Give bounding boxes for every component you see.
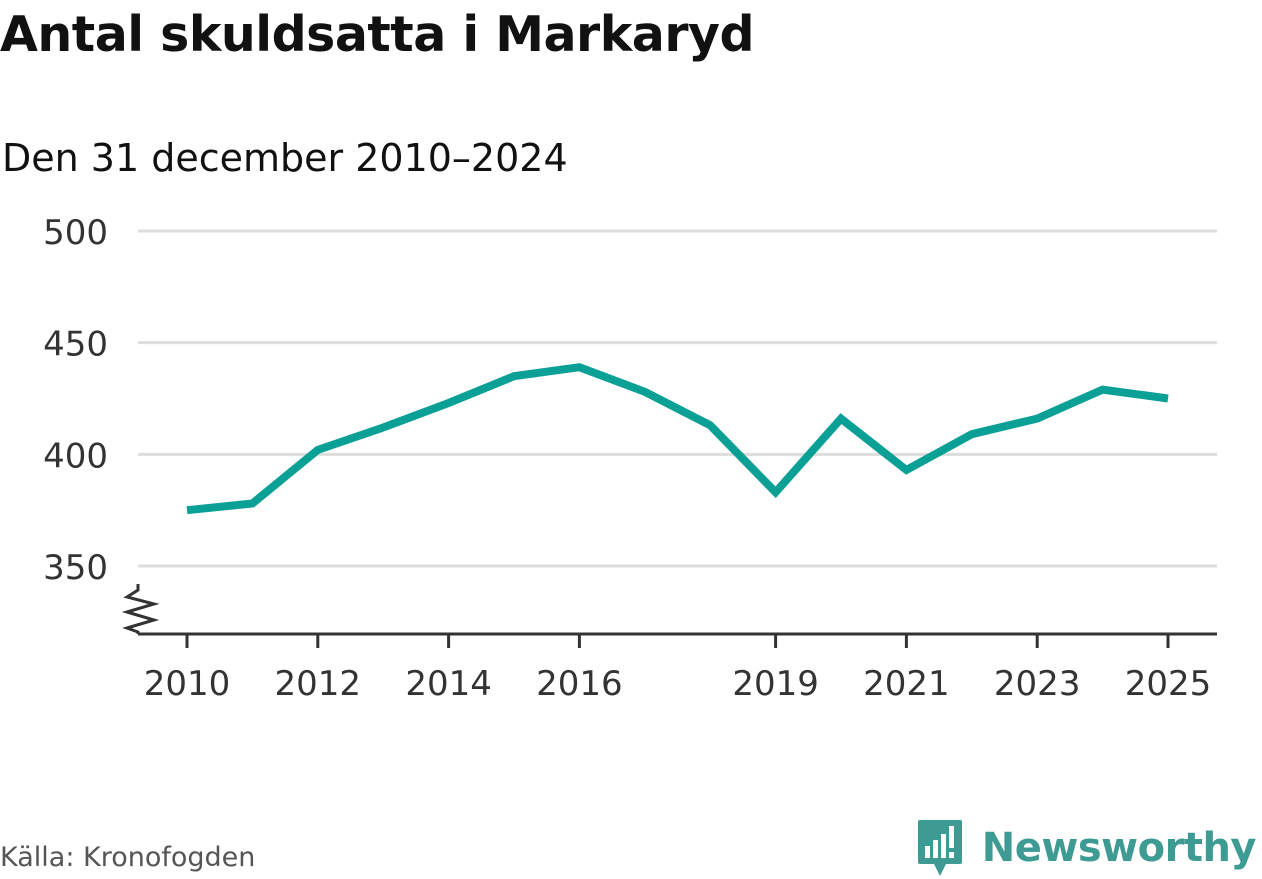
data-point-2012 xyxy=(314,446,322,454)
y-tick-label-400: 400 xyxy=(43,436,108,476)
x-tick-label-2012: 2012 xyxy=(275,664,362,704)
y-tick-label-450: 450 xyxy=(43,325,108,365)
y-tick-label-350: 350 xyxy=(43,548,108,588)
brand-name: Newsworthy xyxy=(981,825,1257,871)
x-tick-label-2021: 2021 xyxy=(863,664,950,704)
data-point-2010 xyxy=(183,506,191,514)
y-axis-tick-labels: 350 400 450 500 xyxy=(43,213,108,588)
data-point-2011 xyxy=(248,499,256,507)
x-tick-label-2019: 2019 xyxy=(732,664,819,704)
x-axis xyxy=(121,584,1217,636)
x-tick-label-2016: 2016 xyxy=(536,664,623,704)
data-point-2021 xyxy=(902,466,910,474)
chart-subtitle: Den 31 december 2010–2024 xyxy=(2,136,568,180)
data-point-2024 xyxy=(1099,386,1107,394)
x-tick-label-2014: 2014 xyxy=(405,664,492,704)
data-point-2014 xyxy=(445,399,453,407)
data-point-2020 xyxy=(837,415,845,423)
data-point-2022 xyxy=(968,430,976,438)
data-point-2025 xyxy=(1164,395,1172,403)
x-tick-label-2023: 2023 xyxy=(994,664,1081,704)
data-point-2016 xyxy=(575,363,583,371)
data-point-2017 xyxy=(641,388,649,396)
x-axis-tick-labels: 2010 2012 2014 2016 2019 2021 2023 2025 xyxy=(144,634,1212,704)
series xyxy=(183,363,1172,515)
series-line-0 xyxy=(186,363,1169,515)
data-point-2023 xyxy=(1033,415,1041,423)
data-point-2018 xyxy=(706,421,714,429)
chart-title: Antal skuldsatta i Markaryd xyxy=(0,6,755,63)
newsworthy-logo-icon xyxy=(917,820,962,876)
y-axis-break-marker xyxy=(121,584,160,634)
x-tick-label-2025: 2025 xyxy=(1125,664,1212,704)
brand-logo-lockup: Newsworthy xyxy=(916,818,1257,878)
gridlines xyxy=(138,229,1217,568)
data-point-2019 xyxy=(772,488,780,496)
source-note: Källa: Kronofogden xyxy=(0,842,256,873)
data-point-2015 xyxy=(510,372,518,380)
y-tick-label-500: 500 xyxy=(43,213,108,253)
x-tick-label-2010: 2010 xyxy=(144,664,231,704)
data-point-2013 xyxy=(379,424,387,432)
